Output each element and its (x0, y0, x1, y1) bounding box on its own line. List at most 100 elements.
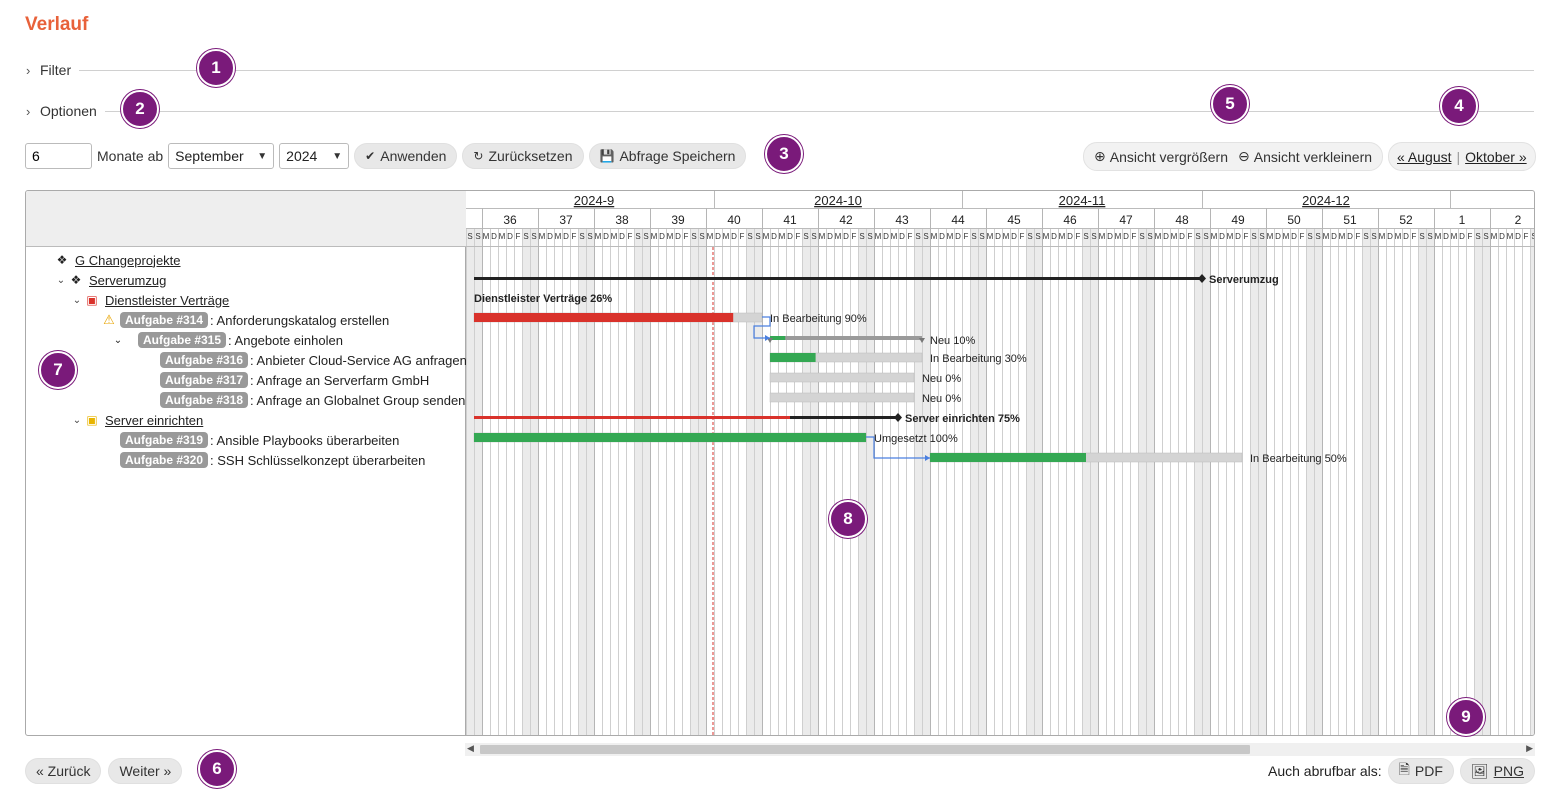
zoom-out-label: Ansicht verkleinern (1253, 148, 1373, 165)
scroll-left-icon[interactable]: ◀ (467, 743, 474, 753)
issue-badge[interactable]: Aufgabe #315 (138, 332, 227, 348)
chevron-right-icon[interactable]: › (26, 62, 31, 78)
version-link[interactable]: Dienstleister Verträge (105, 292, 230, 308)
chevron-down-icon[interactable]: ⌄ (72, 414, 82, 426)
chevron-down-icon[interactable]: ⌄ (113, 334, 123, 346)
version-bar-label: Dienstleister Verträge 26% (474, 293, 612, 305)
weekend-column (1482, 228, 1490, 735)
day-letter: F (1244, 232, 1249, 241)
zoom-controls: ⊕ Ansicht vergrößern ⊖ Ansicht verkleinern (1083, 142, 1384, 171)
day-letter: S (643, 232, 648, 241)
weekend-column (1530, 228, 1534, 735)
weekend-column (690, 228, 698, 735)
year-select[interactable]: 2024 ▼ (279, 143, 350, 169)
chevron-down-icon[interactable]: ⌄ (56, 274, 66, 286)
reload-icon: ↻ (473, 149, 484, 163)
chevron-down-icon[interactable]: ⌄ (72, 294, 82, 306)
day-letter: D (547, 232, 553, 241)
package-red-icon: ▣ (86, 293, 98, 307)
issue-badge[interactable]: Aufgabe #314 (120, 312, 209, 328)
issue-badge[interactable]: Aufgabe #317 (160, 372, 249, 388)
filter-fieldset[interactable]: › Filter (26, 60, 1534, 80)
filter-legend[interactable]: Filter (40, 62, 72, 78)
day-letter: D (1499, 232, 1505, 241)
apply-button[interactable]: ✔ Anwenden (354, 143, 458, 169)
week-label: 46 (1063, 213, 1077, 227)
month-select[interactable]: September ▼ (168, 143, 275, 169)
scroll-right-icon[interactable]: ▶ (1526, 743, 1533, 753)
day-letter: S (1315, 232, 1320, 241)
issue-badge[interactable]: Aufgabe #320 (120, 452, 209, 468)
day-letter: M (763, 232, 770, 241)
horizontal-scrollbar[interactable]: ◀ ▶ (465, 743, 1535, 756)
day-letter: S (691, 232, 696, 241)
day-letter: D (1067, 232, 1073, 241)
day-letter: F (1412, 232, 1417, 241)
day-letter: M (1099, 232, 1106, 241)
day-letter: M (611, 232, 618, 241)
options-fieldset[interactable]: › Optionen (26, 101, 1534, 121)
day-letter: D (1219, 232, 1225, 241)
next-button[interactable]: Weiter » (108, 758, 183, 784)
zoom-out-button[interactable]: ⊖ Ansicht verkleinern (1238, 148, 1372, 165)
day-letter: D (1515, 232, 1521, 241)
task-bar-label: Neu 0% (922, 373, 961, 385)
options-legend[interactable]: Optionen (40, 103, 97, 119)
weekend-column (970, 228, 978, 735)
day-letter: S (1091, 232, 1096, 241)
day-letter: F (964, 232, 969, 241)
day-letter: D (787, 232, 793, 241)
day-letter: D (1331, 232, 1337, 241)
check-icon: ✔ (365, 149, 376, 163)
day-letter: F (1524, 232, 1529, 241)
dependency-arrow (866, 436, 930, 459)
day-letter: S (859, 232, 864, 241)
day-letter: M (1227, 232, 1234, 241)
issue-badge[interactable]: Aufgabe #319 (120, 432, 209, 448)
day-letter: S (1035, 232, 1040, 241)
day-letter: D (1123, 232, 1129, 241)
day-letter: S (915, 232, 920, 241)
day-letter: S (923, 232, 928, 241)
divider (79, 69, 1534, 71)
divider (104, 110, 1534, 112)
issue-badge[interactable]: Aufgabe #318 (160, 392, 249, 408)
month-label: 2024-9 (574, 193, 614, 208)
chevron-right-icon[interactable]: › (26, 103, 31, 119)
version-link[interactable]: Server einrichten (105, 412, 204, 428)
issue-subject: : Anfrage an Globalnet Group senden (250, 392, 466, 408)
day-letter: M (1507, 232, 1514, 241)
day-letter: D (1051, 232, 1057, 241)
png-export-button[interactable]: 🖼 PNG (1459, 758, 1535, 784)
image-icon: 🖼 (1470, 762, 1489, 779)
project-bar (474, 277, 1202, 280)
scroll-thumb[interactable] (480, 745, 1250, 754)
weekend-column (698, 228, 706, 735)
prev-month-link[interactable]: « August (1397, 148, 1452, 165)
day-letter: S (979, 232, 984, 241)
pdf-export-button[interactable]: 🗎 PDF (1387, 758, 1454, 784)
day-letter: D (1291, 232, 1297, 241)
week-label: 41 (783, 213, 797, 227)
day-letter: D (659, 232, 665, 241)
project-link[interactable]: G Changeprojekte (75, 252, 181, 268)
day-letter: M (1395, 232, 1402, 241)
day-letter: S (867, 232, 872, 241)
month-label: 2024-10 (814, 193, 862, 208)
next-month-link[interactable]: Oktober » (1465, 148, 1527, 165)
reset-button[interactable]: ↻ Zurücksetzen (462, 143, 584, 169)
day-letter: M (1211, 232, 1218, 241)
back-button[interactable]: « Zurück (25, 758, 102, 784)
zoom-in-button[interactable]: ⊕ Ansicht vergrößern (1094, 148, 1228, 165)
issue-badge[interactable]: Aufgabe #316 (160, 352, 249, 368)
day-letter: D (883, 232, 889, 241)
day-letter: M (1171, 232, 1178, 241)
week-label: 43 (895, 213, 909, 227)
day-letter: S (755, 232, 760, 241)
png-link[interactable]: PNG (1493, 763, 1524, 779)
reset-label: Zurücksetzen (488, 148, 573, 164)
save-query-button[interactable]: 💾 Abfrage Speichern (588, 143, 747, 169)
months-input[interactable] (25, 143, 92, 169)
project-link[interactable]: Serverumzug (89, 272, 167, 288)
